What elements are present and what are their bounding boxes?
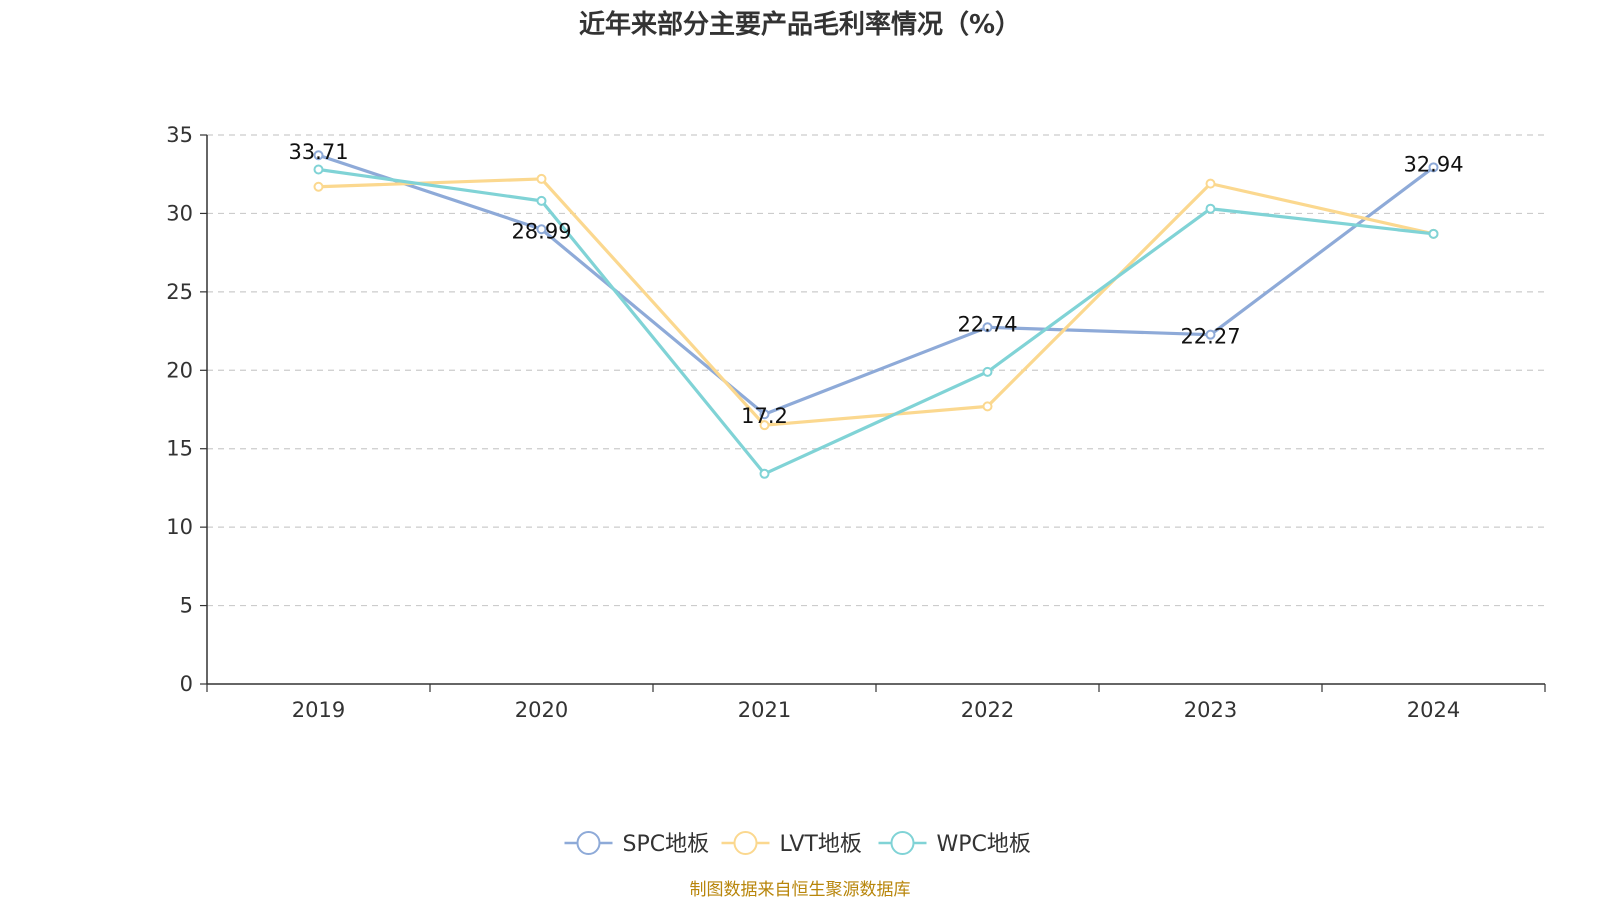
legend-label: LVT地板 (780, 832, 862, 857)
data-point (982, 401, 993, 412)
data-point (1428, 162, 1439, 173)
legend-marker (890, 831, 915, 855)
x-tick-label: 2023 (1184, 698, 1237, 722)
data-point (313, 181, 324, 192)
data-point (759, 468, 770, 479)
data-point (982, 322, 993, 333)
y-tick-label: 30 (166, 201, 193, 225)
data-label: 32.94 (1403, 152, 1463, 176)
data-point (1428, 228, 1439, 239)
legend-item-0[interactable]: SPC地板 (564, 831, 710, 857)
data-point (759, 409, 770, 420)
source-note: 制图数据来自恒生聚源数据库 (690, 880, 911, 900)
data-labels: 33.71 28.99 17.2 22.74 22.27 32.94 (288, 140, 1463, 428)
y-tick-label: 35 (166, 123, 193, 147)
x-tick-label: 2020 (515, 698, 568, 722)
data-point (536, 173, 547, 184)
data-point (313, 164, 324, 175)
data-label: 22.74 (957, 312, 1017, 336)
series-line-0 (316, 153, 1436, 416)
data-label: 17.2 (741, 404, 788, 428)
y-tick-label: 25 (166, 280, 193, 304)
data-point (313, 150, 324, 161)
y-tick-label: 10 (166, 515, 193, 539)
data-point (536, 195, 547, 206)
data-point (1205, 203, 1216, 214)
y-tick-label: 15 (166, 437, 193, 461)
series-line-2 (316, 167, 1436, 476)
data-point (759, 420, 770, 431)
data-label: 22.27 (1180, 325, 1240, 349)
chart-title: 近年来部分主要产品毛利率情况（%） (579, 9, 1021, 40)
y-tick-label: 20 (166, 358, 193, 382)
x-tick-label: 2024 (1407, 698, 1460, 722)
legend-label: SPC地板 (623, 832, 710, 857)
y-tick-label: 5 (180, 594, 193, 618)
data-label: 33.71 (288, 140, 348, 164)
series-line-1 (316, 177, 1436, 427)
data-label: 28.99 (511, 219, 571, 243)
series-lines (313, 150, 1439, 479)
x-tick-label: 2022 (961, 698, 1014, 722)
legend-item-1[interactable]: LVT地板 (721, 831, 862, 857)
legend-label: WPC地板 (937, 832, 1031, 857)
y-tick-label: 0 (180, 672, 193, 696)
x-tick-label: 2021 (738, 698, 791, 722)
data-point (1205, 329, 1216, 340)
data-point (536, 224, 547, 235)
legend[interactable]: SPC地板 LVT地板 WPC地板 (564, 831, 1031, 857)
grid-lines (207, 134, 1545, 607)
legend-marker (733, 831, 758, 855)
data-point (1205, 178, 1216, 189)
x-tick-label: 2019 (292, 698, 345, 722)
legend-marker (576, 831, 601, 855)
legend-item-2[interactable]: WPC地板 (878, 831, 1031, 857)
data-point (982, 366, 993, 377)
axes: 0 5 10 15 20 25 30 35 2019 2020 2021 2022 2023 2024 (166, 123, 1546, 722)
